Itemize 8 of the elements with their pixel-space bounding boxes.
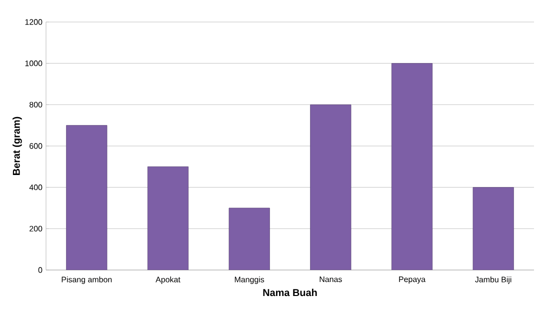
bar xyxy=(147,166,189,270)
bar xyxy=(391,63,433,270)
x-axis-title: Nama Buah xyxy=(263,288,317,296)
bar xyxy=(472,187,514,270)
bar xyxy=(228,208,270,270)
bar xyxy=(310,104,352,270)
bar xyxy=(66,125,108,270)
y-axis-title: Berat (gram) xyxy=(12,116,22,175)
